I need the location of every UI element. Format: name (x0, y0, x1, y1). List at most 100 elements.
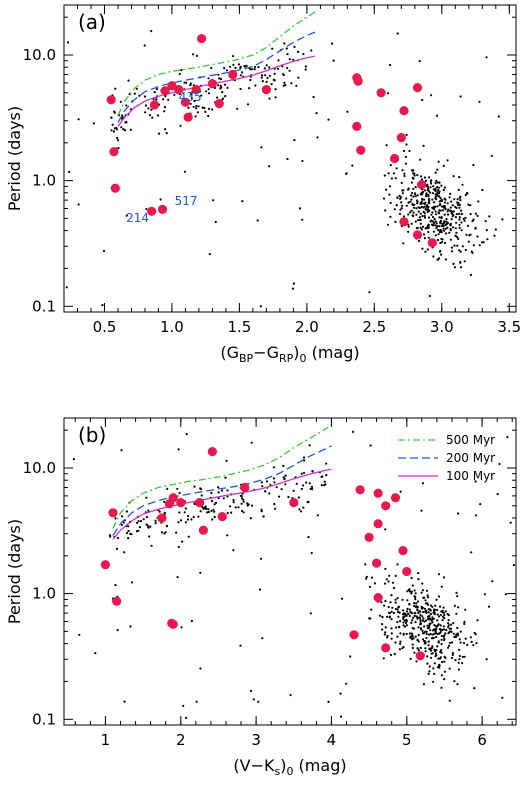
field-star (450, 218, 453, 221)
field-star (327, 700, 330, 704)
field-star (241, 497, 244, 500)
field-star (458, 638, 461, 641)
field-star (226, 511, 229, 515)
field-star (283, 42, 286, 45)
field-star (424, 602, 427, 605)
field-star (321, 475, 324, 478)
field-star (418, 610, 421, 613)
field-star (386, 615, 389, 619)
field-star (440, 651, 443, 654)
field-star (418, 616, 422, 620)
field-star (297, 50, 300, 54)
field-star (403, 615, 406, 618)
field-star (474, 226, 477, 230)
field-star (177, 545, 180, 549)
field-star (410, 621, 413, 625)
field-star (420, 509, 423, 512)
field-star (207, 508, 210, 511)
field-star (453, 266, 456, 269)
field-star (402, 618, 405, 621)
field-star (426, 655, 429, 658)
field-star (420, 591, 423, 594)
field-star (463, 655, 466, 658)
field-star (414, 220, 417, 223)
field-star (123, 551, 126, 554)
field-star (422, 683, 425, 686)
field-star (415, 207, 418, 210)
field-star (399, 490, 402, 493)
plot-area (65, 11, 504, 308)
field-star (449, 229, 452, 232)
field-star (427, 596, 430, 599)
field-star (443, 220, 446, 223)
field-star (476, 214, 479, 217)
field-star (173, 93, 176, 96)
highlighted-star (157, 204, 168, 214)
field-star (179, 519, 183, 522)
field-star (94, 652, 97, 655)
field-star (459, 266, 463, 269)
field-star (462, 217, 465, 220)
field-star (435, 227, 438, 230)
field-star (432, 185, 435, 188)
field-star (232, 55, 235, 58)
plot-frame (63, 417, 517, 726)
highlighted-star (349, 630, 359, 640)
field-star (261, 485, 264, 488)
field-star (288, 58, 291, 61)
field-star (401, 189, 404, 192)
field-star (412, 177, 415, 180)
field-star (444, 227, 447, 230)
field-star (421, 629, 424, 633)
field-star (420, 607, 424, 610)
field-star (182, 704, 185, 708)
field-star (400, 181, 403, 184)
field-star (213, 503, 216, 506)
legend-label: 100 Myr (446, 469, 495, 483)
field-star (304, 65, 307, 68)
field-star (384, 631, 387, 634)
field-star (302, 506, 305, 509)
field-star (304, 68, 307, 71)
field-star (439, 222, 442, 225)
field-star (316, 514, 319, 517)
field-star (145, 516, 149, 519)
field-star (419, 222, 422, 225)
x-tick-label: 4 (327, 731, 337, 749)
field-star (411, 643, 414, 646)
field-star (501, 218, 504, 221)
field-star (410, 198, 413, 201)
field-star (282, 476, 285, 479)
field-star (461, 183, 464, 186)
field-star (408, 608, 411, 611)
field-star (239, 65, 242, 68)
annotation-label: 435 (179, 90, 202, 104)
field-star (441, 611, 444, 614)
field-star (150, 544, 153, 547)
field-star (253, 65, 257, 69)
field-star (385, 578, 388, 581)
field-star (157, 114, 160, 117)
field-star (440, 643, 443, 646)
field-star (416, 609, 419, 612)
field-star (185, 81, 188, 84)
field-star (421, 98, 424, 102)
field-star (102, 249, 106, 253)
field-star (395, 204, 398, 207)
x-axis-label: (GBP−GRP)0 (mag) (220, 343, 359, 365)
annotation-label: 517 (175, 194, 198, 208)
field-star (437, 211, 440, 214)
field-star (444, 656, 447, 659)
field-star (457, 668, 460, 671)
field-star (434, 171, 437, 174)
field-star (212, 508, 215, 511)
field-star (414, 195, 417, 198)
field-star (425, 589, 429, 592)
field-star (419, 620, 422, 623)
field-star (410, 169, 413, 172)
field-star (138, 94, 141, 97)
field-star (449, 192, 452, 195)
field-star (232, 63, 235, 66)
field-star (437, 233, 440, 236)
field-star (440, 634, 443, 638)
